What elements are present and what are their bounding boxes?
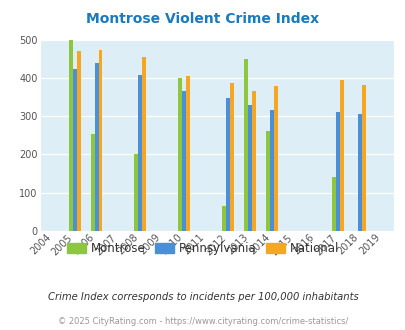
Bar <box>98 50 102 231</box>
Bar <box>273 86 277 231</box>
Bar <box>243 59 247 231</box>
Bar <box>182 91 186 231</box>
Legend: Montrose, Pennsylvania, National: Montrose, Pennsylvania, National <box>62 237 343 260</box>
Bar <box>335 112 339 231</box>
Bar <box>94 63 98 231</box>
Bar <box>339 80 343 231</box>
Text: Crime Index corresponds to incidents per 100,000 inhabitants: Crime Index corresponds to incidents per… <box>47 292 358 302</box>
Bar <box>186 76 190 231</box>
Bar <box>269 111 273 231</box>
Bar <box>68 40 72 231</box>
Bar <box>266 131 269 231</box>
Text: © 2025 CityRating.com - https://www.cityrating.com/crime-statistics/: © 2025 CityRating.com - https://www.city… <box>58 317 347 326</box>
Bar <box>142 57 146 231</box>
Bar <box>222 206 226 231</box>
Bar <box>361 85 365 231</box>
Bar <box>247 106 252 231</box>
Bar <box>357 114 361 231</box>
Text: Montrose Violent Crime Index: Montrose Violent Crime Index <box>86 12 319 25</box>
Bar <box>72 69 77 231</box>
Bar <box>90 134 94 231</box>
Bar <box>178 78 182 231</box>
Bar <box>134 154 138 231</box>
Bar <box>138 75 142 231</box>
Bar <box>331 178 335 231</box>
Bar <box>230 83 234 231</box>
Bar <box>226 98 230 231</box>
Bar <box>252 91 256 231</box>
Bar <box>77 51 80 231</box>
